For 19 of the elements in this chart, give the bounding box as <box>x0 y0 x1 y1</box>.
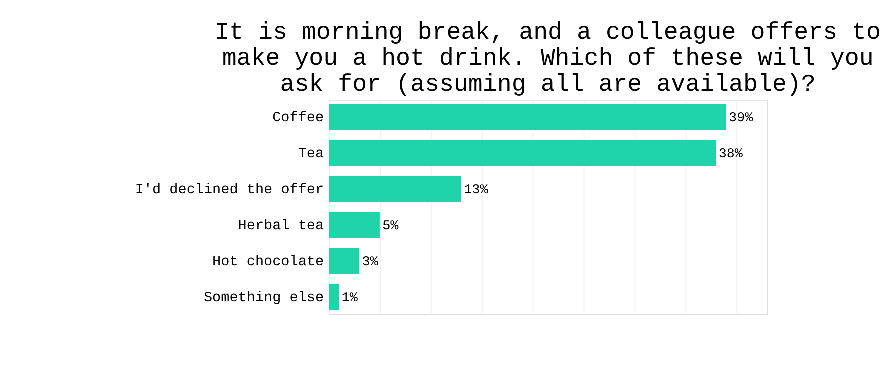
bar <box>329 176 462 202</box>
data-label: 39% <box>729 112 754 127</box>
bar <box>329 212 380 238</box>
data-label: 38% <box>718 148 744 163</box>
bar <box>329 104 726 130</box>
y-tick-label: Tea <box>298 146 324 163</box>
data-label: 1% <box>342 292 359 307</box>
y-tick-label: Herbal tea <box>238 218 325 235</box>
chart-title: It is morning break, and a colleague offers to make you a hot drink. Which of these will you ask for (assuming all are available)? <box>215 20 882 100</box>
data-label: 5% <box>382 220 400 235</box>
bar <box>329 248 360 274</box>
y-tick-label: I'd declined the offer <box>135 182 324 199</box>
bar <box>329 140 716 166</box>
y-tick-label: Hot chocolate <box>212 254 324 271</box>
data-label: 13% <box>464 184 490 199</box>
data-label: 3% <box>362 256 380 271</box>
bar <box>329 284 340 310</box>
y-tick-label: Coffee <box>272 110 324 127</box>
y-tick-label: Something else <box>204 290 324 307</box>
